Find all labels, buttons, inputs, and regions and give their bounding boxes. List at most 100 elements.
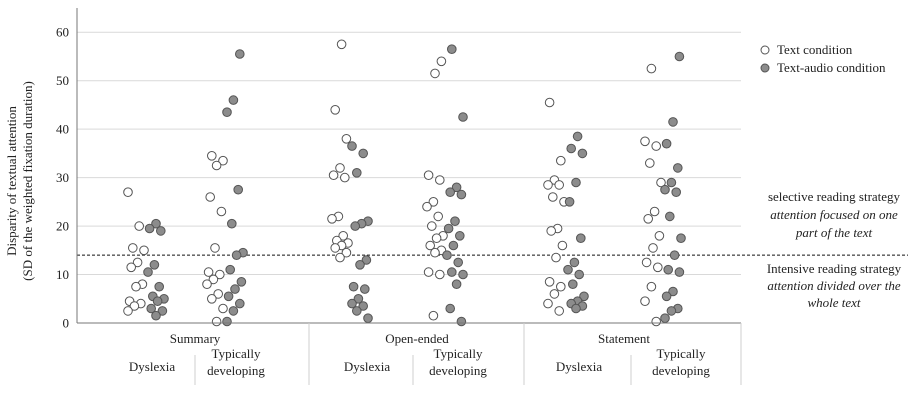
point-text-condition: [640, 136, 650, 147]
legend-label-text-condition: Text condition: [777, 42, 853, 57]
point-text-condition: [126, 262, 136, 273]
point-text-condition: [208, 274, 219, 285]
point-text-condition: [654, 231, 665, 241]
y-tick-label: 20: [56, 219, 69, 234]
point-text-audio-condition: [361, 255, 372, 265]
point-text-audio-condition: [576, 233, 586, 243]
point-text-audio-condition: [235, 49, 245, 59]
group-label: Summary: [170, 331, 221, 346]
point-text-audio-condition: [453, 257, 464, 268]
point-text-condition: [330, 243, 341, 253]
point-text-audio-condition: [443, 223, 454, 234]
point-text-audio-condition: [233, 184, 243, 195]
subgroup-label: Typically: [434, 346, 483, 361]
point-text-condition: [430, 68, 440, 79]
legend-label-text-audio-condition: Text-audio condition: [777, 60, 886, 75]
point-text-condition: [430, 247, 440, 258]
point-text-condition: [211, 316, 222, 327]
point-text-condition: [330, 105, 341, 115]
point-text-condition: [436, 56, 447, 67]
point-text-audio-condition: [448, 240, 459, 251]
annotation-intensive-line-2: whole text: [807, 295, 860, 310]
point-text-condition: [643, 214, 654, 224]
subgroup-label: developing: [207, 363, 265, 378]
point-text-audio-condition: [450, 216, 460, 226]
point-text-audio-condition: [661, 138, 672, 149]
point-text-audio-condition: [347, 298, 357, 309]
point-text-audio-condition: [571, 303, 581, 314]
point-text-audio-condition: [458, 269, 468, 280]
point-text-condition: [123, 187, 133, 197]
gridlines: [77, 31, 741, 276]
point-text-audio-condition: [149, 260, 160, 270]
point-text-audio-condition: [225, 264, 235, 275]
point-text-audio-condition: [661, 291, 672, 302]
point-text-condition: [202, 279, 212, 290]
point-text-condition: [653, 262, 663, 273]
point-text-condition: [139, 245, 149, 256]
point-text-condition: [656, 177, 666, 188]
point-text-condition: [335, 163, 345, 173]
point-text-audio-condition: [674, 51, 685, 62]
point-text-condition: [428, 310, 439, 321]
point-text-condition: [543, 180, 553, 190]
point-text-condition: [645, 158, 655, 168]
point-text-audio-condition: [156, 226, 166, 236]
point-text-condition: [134, 221, 144, 231]
point-text-audio-condition: [456, 189, 467, 200]
data-points: [123, 39, 686, 327]
point-text-condition: [327, 214, 337, 224]
point-text-audio-condition: [360, 284, 370, 294]
point-text-audio-condition: [230, 284, 240, 294]
point-text-condition: [646, 281, 657, 292]
y-tick-labels: 0 10 20 30 40 50 60: [56, 25, 69, 331]
point-text-condition: [425, 240, 436, 251]
point-text-condition: [207, 151, 217, 161]
subgroup-label: Typically: [212, 346, 261, 361]
point-text-condition: [218, 155, 228, 166]
point-text-audio-condition: [350, 221, 361, 231]
point-text-condition: [649, 206, 660, 217]
point-text-audio-condition: [442, 250, 452, 260]
point-text-audio-condition: [151, 218, 161, 229]
annotation-intensive-title: Intensive reading strategy: [767, 261, 902, 276]
point-text-audio-condition: [572, 131, 583, 142]
point-text-audio-condition: [445, 187, 456, 197]
point-text-audio-condition: [668, 117, 678, 127]
point-text-audio-condition: [231, 250, 242, 260]
point-text-audio-condition: [352, 306, 362, 316]
point-text-audio-condition: [146, 303, 156, 314]
point-text-audio-condition: [222, 107, 232, 117]
point-text-audio-condition: [352, 168, 362, 178]
point-text-condition: [128, 243, 138, 253]
point-text-condition: [556, 155, 566, 166]
point-text-audio-condition: [676, 233, 686, 243]
point-text-condition: [210, 243, 220, 253]
annotation-selective-line-1: attention focused on one: [770, 207, 898, 222]
point-text-audio-condition: [358, 301, 369, 311]
point-text-condition: [218, 303, 228, 314]
point-text-condition: [428, 197, 439, 207]
point-text-condition: [435, 175, 445, 185]
point-text-condition: [548, 192, 558, 202]
point-text-condition: [544, 277, 555, 287]
point-text-audio-condition: [666, 177, 677, 188]
point-text-audio-condition: [671, 187, 682, 197]
point-text-audio-condition: [571, 177, 581, 188]
point-text-condition: [646, 63, 657, 74]
point-text-audio-condition: [447, 267, 457, 277]
point-text-condition: [423, 170, 434, 180]
point-text-audio-condition: [152, 296, 163, 307]
point-text-audio-condition: [236, 277, 247, 287]
point-text-audio-condition: [143, 267, 153, 277]
y-tick-label: 10: [56, 267, 69, 282]
point-text-condition: [203, 267, 214, 277]
point-text-condition: [651, 141, 662, 151]
y-tick-label: 60: [56, 25, 69, 40]
annotation-selective-title: selective reading strategy: [768, 189, 901, 204]
point-text-audio-condition: [563, 264, 573, 275]
point-text-condition: [341, 134, 352, 144]
annotation-selective-line-2: part of the text: [795, 225, 873, 240]
